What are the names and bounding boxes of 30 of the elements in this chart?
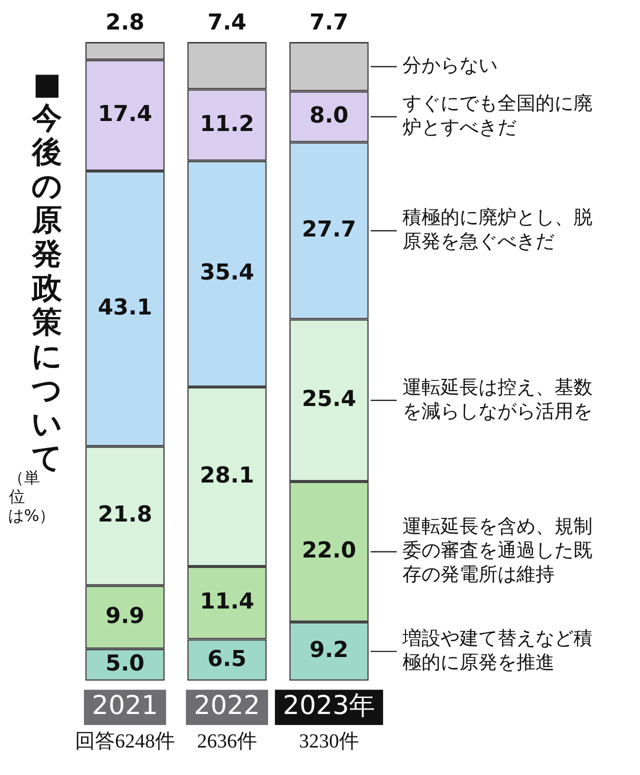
data-label: 28.1	[200, 463, 254, 488]
series-label: 運転延長を含め、規制委の審査を通過した既存の発電所は維持	[402, 516, 593, 586]
data-label: 7.7	[310, 10, 348, 36]
text: 回答6248件	[75, 730, 175, 752]
data-label: 9.2	[310, 638, 348, 664]
data-label: 9.9	[106, 604, 144, 629]
data-label: 35.4	[200, 260, 254, 286]
data-label: 6.5	[208, 646, 246, 672]
data-label: 17.4	[98, 102, 152, 128]
series-label: 分からない	[402, 54, 498, 77]
series-label: 積極的に廃炉とし、脱原発を急ぐべきだ	[402, 206, 593, 253]
series-label: 運転延長は控え、基数を減らしながら活用を	[402, 376, 593, 422]
data-label: 7.4	[208, 10, 246, 36]
series-label: 増設や建て替えなど積極的に原発を推進	[402, 627, 593, 674]
data-label: 2.8	[106, 10, 144, 36]
data-label: 25.4	[302, 387, 356, 412]
data-label: 11.4	[200, 590, 254, 615]
text: 3230件	[299, 730, 359, 752]
x-tick-label: 2021	[92, 691, 158, 722]
x-tick-label: 2023年	[282, 691, 376, 722]
data-label: 5.0	[106, 652, 144, 677]
data-label: 43.1	[98, 295, 152, 320]
data-label: 27.7	[302, 217, 356, 242]
data-label: 8.0	[310, 103, 348, 128]
text: 2636件	[197, 730, 257, 752]
x-tick-label: 2022	[194, 691, 260, 722]
data-label: 21.8	[98, 502, 152, 528]
data-label: 11.2	[200, 112, 254, 137]
series-label: すぐにでも全国的に廃炉とすべきだ	[402, 92, 593, 139]
data-label: 22.0	[302, 538, 356, 564]
